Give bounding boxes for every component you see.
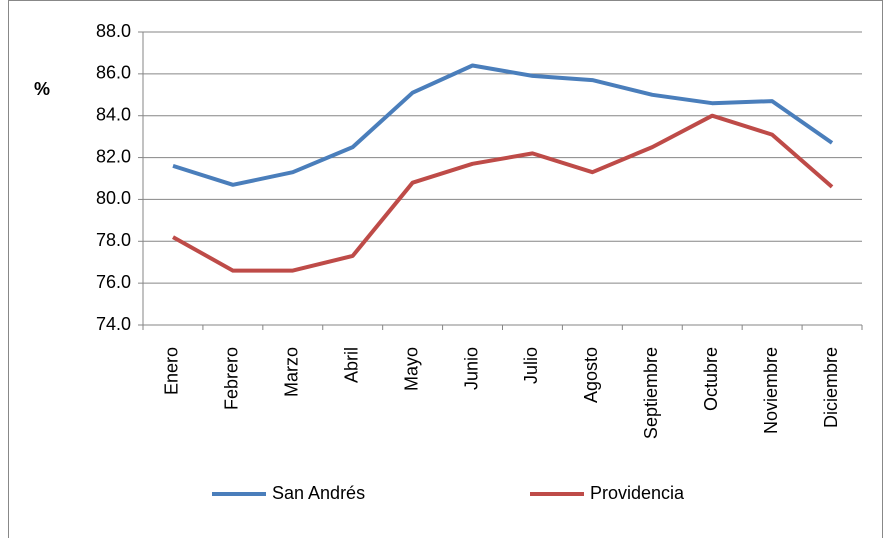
legend-label: Providencia: [590, 483, 685, 503]
x-tick-label: Abril: [341, 347, 361, 383]
y-tick-label: 76.0: [96, 272, 131, 292]
y-tick-label: 88.0: [96, 21, 131, 41]
y-tick-label: 86.0: [96, 63, 131, 83]
y-tick-label: 84.0: [96, 104, 131, 124]
x-tick-label: Diciembre: [821, 347, 841, 428]
y-axis-label: %: [34, 79, 50, 99]
x-tick-label: Enero: [162, 347, 182, 395]
y-tick-label: 78.0: [96, 230, 131, 250]
x-tick-label: Julio: [521, 347, 541, 384]
series-line: [172, 113, 834, 273]
x-tick-label: Agosto: [581, 347, 601, 403]
legend-label: San Andrés: [272, 483, 365, 503]
x-tick-label: Noviembre: [761, 347, 781, 434]
y-tick-label: 80.0: [96, 188, 131, 208]
y-tick-label: 74.0: [96, 314, 131, 334]
chart-frame: [8, 0, 883, 538]
x-tick-label: Septiembre: [641, 347, 661, 439]
series-line: [172, 63, 834, 187]
x-tick-label: Junio: [461, 347, 481, 390]
x-tick-label: Marzo: [282, 347, 302, 397]
x-tick-label: Mayo: [401, 347, 421, 391]
y-tick-label: 82.0: [96, 146, 131, 166]
x-tick-label: Febrero: [222, 347, 242, 410]
x-tick-label: Octubre: [701, 347, 721, 411]
